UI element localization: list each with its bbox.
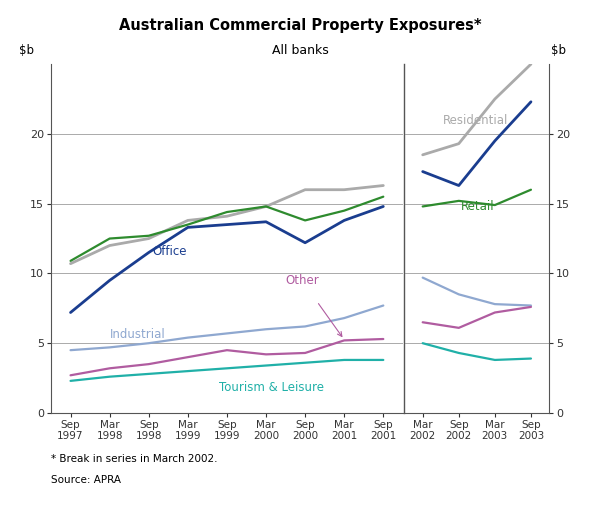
Text: Office: Office (152, 245, 187, 258)
Text: * Break in series in March 2002.: * Break in series in March 2002. (51, 454, 218, 464)
Text: $b: $b (551, 44, 566, 57)
Text: Australian Commercial Property Exposures*: Australian Commercial Property Exposures… (119, 18, 481, 33)
Text: Other: Other (286, 274, 319, 287)
Text: Industrial: Industrial (110, 328, 166, 341)
Text: Residential: Residential (443, 114, 508, 127)
Text: Source: APRA: Source: APRA (51, 475, 121, 484)
Text: Retail: Retail (461, 201, 494, 213)
Text: $b: $b (19, 44, 34, 57)
Text: Tourism & Leisure: Tourism & Leisure (219, 381, 324, 394)
Text: All banks: All banks (272, 44, 328, 56)
